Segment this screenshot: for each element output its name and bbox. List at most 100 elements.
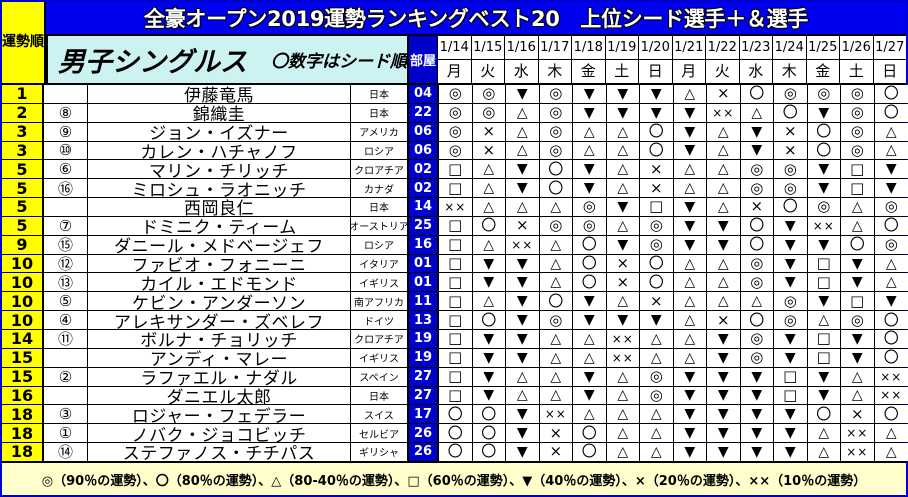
fortune-mark-cell: × <box>472 122 506 141</box>
table-row: 10 ⑬ カイル・エドモンド イギリス 01 □ ▼ ▼ △ 〇 × 〇 △ △ ◎ ▼ □ ▼ △ <box>2 273 908 293</box>
fortune-mark-cell: □ <box>807 273 841 292</box>
fortune-mark-cell: 〇 <box>874 103 908 122</box>
fortune-mark-cell: ◎ <box>573 216 607 235</box>
fortune-mark-cell: △ <box>606 141 640 160</box>
rank-cell: 3 <box>2 141 44 160</box>
table-row: 18 ⑭ ステファノス・チチパス ギリシャ 26 〇〇 ▼ × 〇 △ △ ▼ ▼ ▼ ▼ △ ×× △ <box>2 442 908 463</box>
weekday-label: 金 <box>815 62 831 80</box>
fortune-mark-cell: ▼ <box>673 141 707 160</box>
table-row: 16 ダニエル太郎 日本 27 □ ▼ △ △ ▼ △ ◎ ▼ ▼ ▼ □ ▼ △ ×× <box>2 386 908 406</box>
fortune-mark-cell: ◎ <box>774 292 808 311</box>
country-cell: ロシア <box>351 235 409 254</box>
fortune-mark-cell: × <box>640 179 674 198</box>
fortune-mark-cell: △ <box>606 443 640 461</box>
table-row: 10 ⑫ ファビオ・フォニーニ イタリア 01 □ ▼ ▼ △ 〇 × 〇 △ △ ◎ ▼ □ ▼ △ <box>2 254 908 274</box>
fortune-mark-cell: △ <box>707 273 741 292</box>
country-cell: イギリス <box>351 273 409 292</box>
fortune-mark-cell: ▼ <box>472 254 506 273</box>
fortune-mark-cell: 〇 <box>439 405 473 424</box>
fortune-mark-cell: △ <box>573 141 607 160</box>
fortune-mark-cell: △ <box>539 235 573 254</box>
rank-cell: 1 <box>2 84 44 103</box>
fortune-mark-cell: ▼ <box>506 273 540 292</box>
seed-cell: ⑭ <box>44 443 88 461</box>
rank-column-header-label: 運勢順 <box>2 34 44 51</box>
fortune-mark-cell: △ <box>506 122 540 141</box>
fortune-mark-cell: 〇 <box>439 443 473 461</box>
fortune-mark-cell: △ <box>874 254 908 273</box>
fortune-mark-cell: △ <box>606 386 640 405</box>
fortune-mark-cell: △ <box>606 216 640 235</box>
rank-cell: 10 <box>2 292 44 311</box>
fortune-mark-cell: 〇 <box>472 443 506 461</box>
fortune-mark-cell: △ <box>539 348 573 367</box>
fortune-mark-cell: 〇 <box>640 141 674 160</box>
rank-cell: 15 <box>2 348 44 367</box>
fortune-mark-cell: ▼ <box>673 443 707 461</box>
fortune-mark-cell: △ <box>673 329 707 348</box>
player-name-cell: カイル・エドモンド <box>88 273 351 292</box>
fortune-mark-cell: 〇 <box>573 273 607 292</box>
room-cell: 26 <box>409 424 439 443</box>
table-row: 3 ⑩ カレン・ハチャノフ ロシア 06 ◎ × △ ◎ △ △ 〇 ▼ △ ▼ × 〇 ◎ △ <box>2 141 908 161</box>
fortune-mark-cell: □ <box>439 386 473 405</box>
fortune-mark-cell: △ <box>673 311 707 329</box>
fortune-mark-cell: ▼ <box>841 273 875 292</box>
fortune-mark-cell: △ <box>673 254 707 273</box>
fortune-mark-cell: ▼ <box>774 273 808 292</box>
weekday-label: 金 <box>580 62 596 80</box>
country-cell: カナダ <box>351 179 409 198</box>
fortune-mark-cell: ▼ <box>673 103 707 122</box>
fortune-mark-cell: △ <box>841 198 875 216</box>
fortune-mark-cell: ▼ <box>774 424 808 443</box>
rank-cell: 10 <box>2 254 44 273</box>
fortune-mark-cell: 〇 <box>807 122 841 141</box>
rank-cell: 5 <box>2 179 44 198</box>
fortune-mark-cell: 〇 <box>874 405 908 424</box>
weekday-label: 火 <box>714 62 730 80</box>
weekday-label: 火 <box>480 62 496 80</box>
fortune-mark-cell: ▼ <box>740 443 774 461</box>
player-name-cell: カレン・ハチャノフ <box>88 141 351 160</box>
fortune-mark-cell: ◎ <box>472 103 506 122</box>
fortune-mark-cell: × <box>640 160 674 179</box>
fortune-mark-cell: □ <box>439 160 473 179</box>
fortune-mark-cell: 〇 <box>573 235 607 254</box>
fortune-mark-cell: △ <box>506 367 540 386</box>
date-label: 1/25 <box>806 36 839 60</box>
seed-cell <box>44 85 88 103</box>
fortune-mark-cell: □ <box>640 198 674 216</box>
fortune-mark-cell: 〇 <box>573 424 607 443</box>
fortune-mark-cell: △ <box>606 367 640 386</box>
fortune-mark-cell: ▼ <box>673 216 707 235</box>
fortune-mark-cell: ◎ <box>841 85 875 103</box>
room-cell: 13 <box>409 311 439 329</box>
fortune-mark-cell: ▼ <box>506 405 540 424</box>
fortune-mark-cell: 〇 <box>573 443 607 461</box>
table-row: 1 伊藤竜馬 日本 04 ◎ ◎ ▼ ◎ ▼ ▼ ▼ △ × 〇 ◎ ◎ ◎ 〇 <box>2 84 908 104</box>
player-name-cell: アンディ・マレー <box>88 348 351 367</box>
table-row: 3 ⑨ ジョン・イズナー アメリカ 06 ◎ × △ ◎ △ △ 〇 ▼ △ ▼ × 〇 ◎ △ <box>2 122 908 142</box>
player-name-cell: ジョン・イズナー <box>88 122 351 141</box>
fortune-mark-cell: △ <box>506 386 540 405</box>
fortune-mark-cell: □ <box>439 254 473 273</box>
fortune-mark-cell: × <box>740 198 774 216</box>
fortune-mark-cell: △ <box>673 292 707 311</box>
fortune-mark-cell: △ <box>874 443 908 461</box>
date-column-header: 1/14 月 <box>437 34 471 83</box>
fortune-mark-cell: ×× <box>807 216 841 235</box>
fortune-mark-cell: △ <box>606 122 640 141</box>
fortune-mark-cell: ▼ <box>573 85 607 103</box>
player-name-cell: ケビン・アンダーソン <box>88 292 351 311</box>
room-cell: 01 <box>409 273 439 292</box>
room-cell: 22 <box>409 103 439 122</box>
rank-cell: 10 <box>2 273 44 292</box>
seed-cell: ② <box>44 368 88 386</box>
fortune-mark-cell: ▼ <box>640 103 674 122</box>
fortune-mark-cell: △ <box>573 329 607 348</box>
seed-cell: ⑩ <box>44 141 88 159</box>
country-cell: ドイツ <box>351 311 409 329</box>
room-cell: 14 <box>409 198 439 216</box>
fortune-mark-cell: △ <box>673 160 707 179</box>
table-row: 10 ⑤ ケビン・アンダーソン 南アフリカ 11 □ △ ▼ 〇 ▼ △ × △ △ △ ◎ ▼ □ ▼ <box>2 292 908 312</box>
